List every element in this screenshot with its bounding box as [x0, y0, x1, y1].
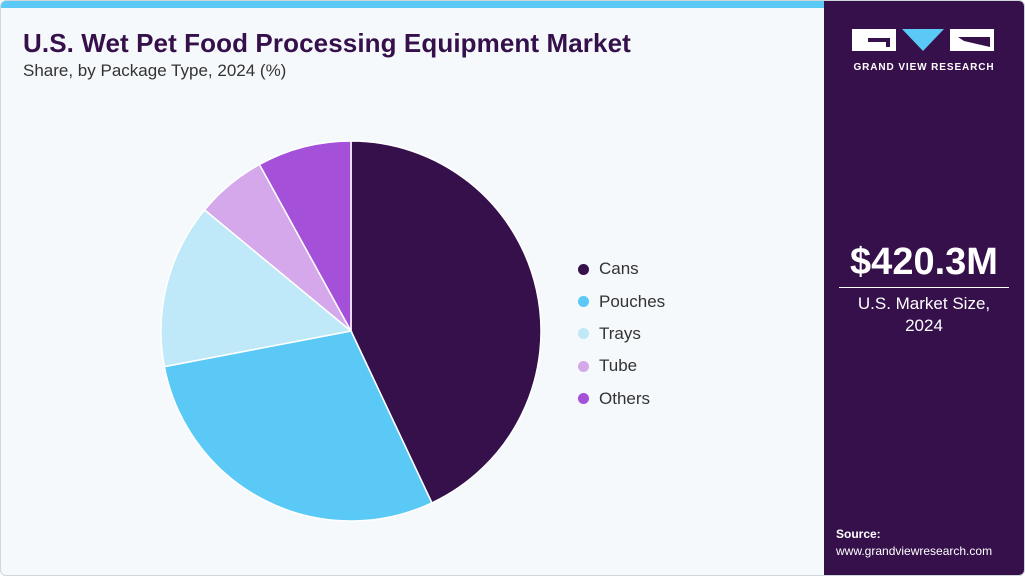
source-label: Source: [836, 527, 881, 541]
market-size-label-line1: U.S. Market Size, [857, 294, 991, 313]
legend-item-trays: Trays [578, 318, 665, 350]
pie-chart [160, 140, 542, 522]
legend-swatch [578, 328, 589, 340]
market-size-label-line2: 2024 [905, 316, 943, 335]
chart-subtitle: Share, by Package Type, 2024 (%) [23, 61, 287, 80]
legend-item-others: Others [578, 383, 665, 415]
pie-slice-pouches [163, 330, 433, 522]
legend-label: Cans [599, 259, 639, 279]
legend-label: Pouches [599, 291, 666, 311]
pie-slice-others [258, 140, 352, 332]
side-panel: GRAND VIEW RESEARCH $420.3M U.S. Market … [824, 1, 1024, 575]
legend-swatch [578, 296, 589, 308]
logo-text: GRAND VIEW RESEARCH [853, 62, 995, 73]
legend-item-cans: Cans [578, 253, 665, 285]
market-size-label: U.S. Market Size, 2024 [824, 293, 1024, 337]
legend-label: Others [599, 388, 651, 408]
legend-item-tube: Tube [578, 350, 665, 382]
chart-title: U.S. Wet Pet Food Processing Equipment M… [23, 28, 631, 58]
top-accent-bar [1, 1, 824, 8]
legend-swatch [578, 393, 589, 405]
legend-swatch [578, 360, 589, 372]
pie-slice-cans [350, 140, 542, 504]
chart-legend: Cans Pouches Trays Tube Others [578, 253, 665, 415]
legend-swatch [578, 263, 589, 275]
gvr-logo-icon [852, 29, 994, 51]
value-divider [839, 287, 1009, 288]
source-url: www.grandviewresearch.com [836, 544, 993, 558]
market-size-value: $420.3M [850, 241, 998, 283]
pie-slice-trays [160, 208, 353, 368]
legend-label: Trays [599, 323, 641, 343]
legend-label: Tube [599, 356, 638, 376]
legend-item-pouches: Pouches [578, 285, 665, 317]
